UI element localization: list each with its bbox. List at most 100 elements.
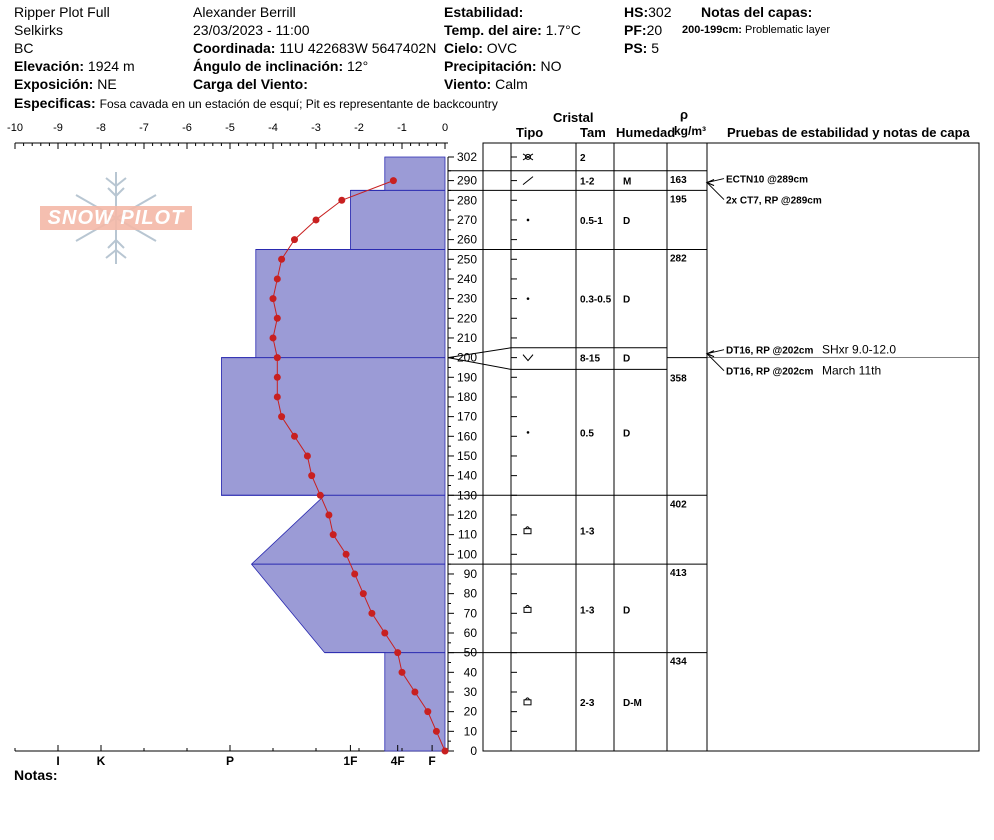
test-pointer-line xyxy=(706,178,725,184)
layer-density: 195 xyxy=(670,194,687,205)
temp-tick-label: 0 xyxy=(442,122,448,134)
hs: HS:302 xyxy=(624,4,671,20)
air-temp-value: 1.7°C xyxy=(545,22,581,38)
temperature-point xyxy=(329,531,337,539)
test-note: SHxr 9.0-12.0 xyxy=(822,343,896,357)
temperature-point xyxy=(278,255,286,263)
test-pointer-line xyxy=(706,349,725,355)
layer-connector xyxy=(447,347,667,359)
slope: Ángulo de inclinación: 12° xyxy=(193,58,368,74)
temperature-point xyxy=(432,727,440,735)
depth-tick-label: 110 xyxy=(458,528,477,542)
temperature-point xyxy=(351,570,359,578)
slope-label: Ángulo de inclinación: xyxy=(193,58,344,74)
test-label: ECTN10 @289cm xyxy=(726,175,808,186)
temp-tick-label: -1 xyxy=(397,122,407,134)
hardness-tick-label: I xyxy=(56,754,59,768)
temperature-point xyxy=(342,550,350,558)
temp-tick-label: -4 xyxy=(268,122,278,134)
density-unit-header: kg/m³ xyxy=(674,124,707,138)
sky-label: Cielo: xyxy=(444,40,483,56)
layer-note-range: 200-199cm: xyxy=(682,24,742,36)
temperature-point xyxy=(269,334,277,342)
layer-moisture: D xyxy=(623,295,630,306)
temp-tick-label: -8 xyxy=(96,122,106,134)
decomposing-fragments-icon xyxy=(522,176,534,185)
layer-density: 402 xyxy=(670,499,687,510)
layer-density: 163 xyxy=(670,175,687,186)
temperature-point xyxy=(424,708,432,716)
pf-label: PF: xyxy=(624,22,647,38)
elevation-label: Elevación: xyxy=(14,58,85,74)
coordinate: Coordinada: 11U 422683W 5647402N xyxy=(193,40,436,56)
stability-label: Estabilidad: xyxy=(444,4,524,20)
temp-tick-label: -5 xyxy=(225,122,235,134)
depth-tick-label: 150 xyxy=(457,449,477,463)
test-pointer-arrow xyxy=(705,179,715,187)
pf: PF:20 xyxy=(624,22,662,38)
layer-size: 0.5 xyxy=(580,428,594,439)
depth-tick-label: 220 xyxy=(457,311,477,325)
hs-label: HS: xyxy=(624,4,649,20)
ps: PS: 5 xyxy=(624,40,659,56)
surface-hoar-icon xyxy=(522,354,534,362)
wind-value: Calm xyxy=(495,76,528,92)
layer-size: 0.3-0.5 xyxy=(580,295,612,306)
size-header: Tam xyxy=(580,125,606,140)
air-temp-label: Temp. del aire: xyxy=(444,22,542,38)
precip-label: Precipitación: xyxy=(444,58,537,74)
hardness-tick-label: K xyxy=(97,754,106,768)
temperature-point xyxy=(359,590,367,598)
range: Selkirks xyxy=(14,22,64,38)
notes-label: Notas: xyxy=(14,767,58,783)
depth-tick-label: 290 xyxy=(457,174,477,188)
aspect: Exposición: NE xyxy=(14,76,117,92)
sky: Cielo: OVC xyxy=(444,40,517,56)
depth-tick-label: 40 xyxy=(464,665,478,679)
rounded-grains-icon xyxy=(526,297,530,300)
depth-tick-label: 0 xyxy=(470,744,477,758)
depth-tick-label: 170 xyxy=(457,410,477,424)
temperature-point xyxy=(368,609,376,617)
temp-tick-label: -3 xyxy=(311,122,321,134)
test-note: March 11th xyxy=(822,364,881,378)
hardness-profile xyxy=(220,156,446,752)
precip-value: NO xyxy=(540,58,562,74)
temperature-point xyxy=(325,511,333,519)
layer-moisture: D xyxy=(623,354,630,365)
temperature-point xyxy=(273,275,281,283)
temperature-point xyxy=(394,649,402,657)
test-pointer-line xyxy=(706,182,725,200)
depth-tick-label: 302 xyxy=(457,150,477,164)
datetime: 23/03/2023 - 11:00 xyxy=(193,22,310,38)
temp-tick-label: -6 xyxy=(182,122,192,134)
coordinate-label: Coordinada: xyxy=(193,40,276,56)
ps-label: PS: xyxy=(624,40,648,56)
depth-tick-label: 100 xyxy=(457,547,477,561)
wind-load-label: Carga del Viento: xyxy=(193,76,308,92)
layer-size: 2 xyxy=(580,153,586,164)
temp-tick-label: -7 xyxy=(139,122,149,134)
hardness-tick-label: F xyxy=(428,754,435,768)
crystal-table-frame xyxy=(482,142,980,752)
hardness-tick-label: 4F xyxy=(391,754,405,768)
layer-density: 413 xyxy=(670,568,687,579)
aspect-value: NE xyxy=(97,76,117,92)
depth-tick-label: 60 xyxy=(464,626,478,640)
depth-tick-label: 230 xyxy=(457,292,477,306)
depth-tick-label: 260 xyxy=(457,233,477,247)
layer-note-text: Problematic layer xyxy=(745,24,830,36)
temp-tick-label: -2 xyxy=(354,122,364,134)
layer-size: 1-3 xyxy=(580,527,595,538)
coordinate-value: 11U 422683W 5647402N xyxy=(279,40,437,56)
depth-tick-label: 90 xyxy=(464,567,478,581)
depth-tick-label: 190 xyxy=(457,370,477,384)
temperature-point xyxy=(303,452,311,460)
depth-tick-label: 210 xyxy=(457,331,477,345)
temperature-point xyxy=(278,413,286,421)
depth-tick-label: 270 xyxy=(457,213,477,227)
temperature-point xyxy=(273,314,281,322)
layer-moisture: D xyxy=(623,428,630,439)
temp-tick-label: -9 xyxy=(53,122,63,134)
sky-value: OVC xyxy=(486,40,518,56)
